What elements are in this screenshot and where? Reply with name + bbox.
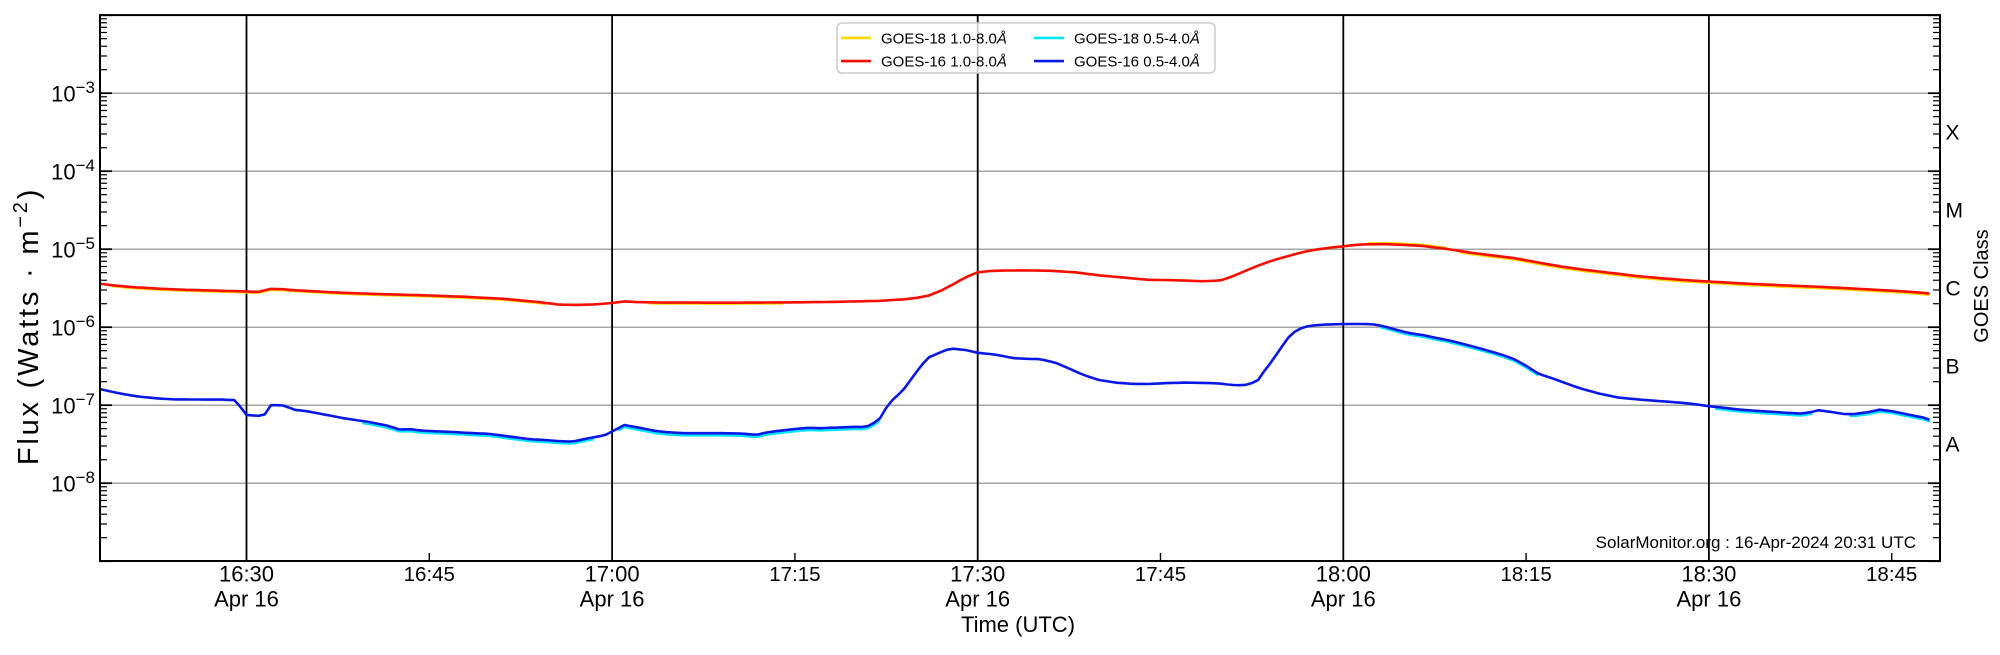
svg-text:GOES-16 0.5-4.0Å: GOES-16 0.5-4.0Å <box>1074 54 1200 71</box>
svg-text:X: X <box>1946 122 1960 145</box>
svg-text:Apr 16: Apr 16 <box>214 587 279 612</box>
svg-text:B: B <box>1946 356 1960 379</box>
svg-text:GOES-18 1.0-8.0Å: GOES-18 1.0-8.0Å <box>881 30 1007 47</box>
svg-text:Apr 16: Apr 16 <box>1676 587 1741 612</box>
svg-text:17:00: 17:00 <box>585 562 640 587</box>
svg-text:SolarMonitor.org : 16-Apr-2024: SolarMonitor.org : 16-Apr-2024 20:31 UTC <box>1596 533 1916 552</box>
svg-text:A: A <box>1946 434 1960 457</box>
svg-text:Time (UTC): Time (UTC) <box>961 612 1075 637</box>
svg-text:18:30: 18:30 <box>1681 562 1736 587</box>
svg-text:18:15: 18:15 <box>1500 563 1551 586</box>
svg-text:18:45: 18:45 <box>1866 563 1917 586</box>
svg-text:Apr 16: Apr 16 <box>580 587 645 612</box>
svg-text:GOES-18 0.5-4.0Å: GOES-18 0.5-4.0Å <box>1074 30 1200 47</box>
svg-text:Flux (Watts · m−2): Flux (Watts · m−2) <box>10 187 45 465</box>
svg-text:Apr 16: Apr 16 <box>945 587 1010 612</box>
svg-text:M: M <box>1946 200 1964 223</box>
svg-text:10−8: 10−8 <box>51 468 95 497</box>
svg-text:C: C <box>1946 278 1961 301</box>
svg-text:Apr 16: Apr 16 <box>1311 587 1376 612</box>
svg-text:17:30: 17:30 <box>950 562 1005 587</box>
svg-text:17:45: 17:45 <box>1135 563 1186 586</box>
svg-text:16:45: 16:45 <box>404 563 455 586</box>
svg-text:GOES Class: GOES Class <box>1971 229 1993 342</box>
svg-text:16:30: 16:30 <box>219 562 274 587</box>
svg-text:18:00: 18:00 <box>1316 562 1371 587</box>
svg-text:GOES-16 1.0-8.0Å: GOES-16 1.0-8.0Å <box>881 54 1007 71</box>
svg-text:17:15: 17:15 <box>769 563 820 586</box>
